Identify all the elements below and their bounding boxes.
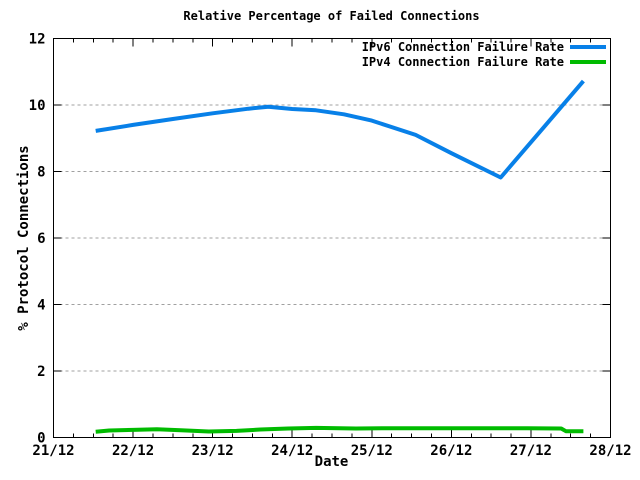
y-tick-labels: 0 2 4 6 8 10 12 [29,32,46,447]
legend-item-ipv6: IPv6 Connection Failure Rate [362,39,606,54]
legend-label-ipv6: IPv6 Connection Failure Rate [361,39,564,54]
plot-border [53,38,611,438]
x-tick-label: 21/12 [32,443,74,459]
legend-line-sample-ipv4 [570,59,606,64]
y-tick-label: 0 [37,431,45,447]
x-tick-label: 25/12 [351,443,393,459]
x-tick-label: 23/12 [192,443,234,459]
x-tick-label: 28/12 [589,443,631,459]
y-axis-title: % Protocol Connections [16,145,32,331]
legend-item-ipv4: IPv4 Connection Failure Rate [362,54,606,69]
x-axis-title: Date [314,454,349,470]
x-tick-label: 22/12 [112,443,154,459]
ipv4-line [95,425,584,434]
y-tick-label: 10 [29,98,46,114]
x-tick-label: 27/12 [510,443,552,459]
y-tick-label: 12 [29,32,46,48]
legend: IPv6 Connection Failure Rate IPv4 Connec… [362,39,606,69]
grid-lines [53,104,611,372]
legend-line-sample-ipv6 [570,44,606,49]
legend-label-ipv4: IPv4 Connection Failure Rate [361,54,564,69]
x-tick-label: 26/12 [430,443,472,459]
ipv6-line [95,79,585,180]
y-tick-label: 4 [37,298,45,314]
x-tick-label: 24/12 [271,443,313,459]
x-tick-labels: 21/12 22/12 23/12 24/12 25/12 26/12 27/12 28/12 [32,443,631,459]
y-tick-label: 2 [37,364,45,380]
y-tick-label: 8 [37,165,45,181]
chart-title: Relative Percentage of Failed Connection… [183,9,480,23]
y-tick-label: 6 [37,231,45,247]
